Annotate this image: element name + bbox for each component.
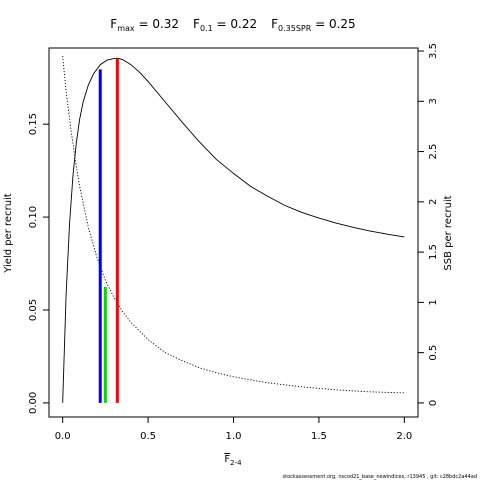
title-value: = 0.32 [135, 17, 179, 31]
title-subscript: 0.35SPR [278, 24, 312, 33]
y-axis-left: 0.00 0.05 0.10 0.15 [28, 113, 50, 414]
y2-tick-label: 1 [428, 299, 439, 305]
y2-tick-label: 0 [428, 400, 439, 406]
x-label-subscript: 2-4 [230, 459, 242, 467]
title-symbol: F [110, 17, 117, 31]
title-subscript: 0.1 [200, 24, 213, 33]
x-axis-label: F2-4 [224, 454, 242, 467]
y-tick-label: 0.10 [28, 206, 39, 228]
yield-per-recruit-line [62, 57, 405, 403]
x-tick-label: 0.0 [55, 431, 71, 442]
title-subscript: max [117, 24, 135, 33]
title-symbol: F [271, 17, 278, 31]
y-tick-label: 0.15 [28, 113, 39, 135]
reference-lines [98, 58, 119, 403]
y2-tick-label: 0.5 [428, 345, 439, 361]
y2-tick-label: 2.5 [428, 144, 439, 160]
x-tick-label: 1.0 [226, 431, 242, 442]
plot-area [48, 47, 419, 418]
chart-title: Fmax = 0.32 F0.1 = 0.22 F0.35SPR = 0.25 [110, 17, 355, 33]
y-axis-label: Yield per recruit [3, 193, 14, 274]
x-tick-label: 2.0 [396, 431, 412, 442]
series-group [62, 55, 405, 403]
y-axis-right: 0 0.5 1 1.5 2 2.5 3 3.5 [417, 43, 439, 406]
x-tick-label: 0.5 [140, 431, 156, 442]
ssb-per-recruit-line [62, 55, 405, 394]
y2-tick-label: 1.5 [428, 244, 439, 260]
y-tick-label: 0.00 [28, 392, 39, 414]
title-value: = 0.25 [311, 17, 355, 31]
footer-caption: stockassessment.org, nscod21_base_newind… [283, 474, 477, 480]
title-symbol: F [193, 17, 200, 31]
x-label-symbol: F [224, 454, 230, 465]
y2-tick-label: 3.5 [428, 43, 439, 59]
x-axis: 0.0 0.5 1.0 1.5 2.0 [55, 416, 412, 442]
y-tick-label: 0.05 [28, 299, 39, 321]
x-tick-label: 1.5 [311, 431, 327, 442]
y2-tick-label: 2 [428, 199, 439, 205]
y2-axis-label: SSB per recruit [443, 195, 454, 270]
title-value: = 0.22 [213, 17, 257, 31]
y2-tick-label: 3 [428, 98, 439, 104]
